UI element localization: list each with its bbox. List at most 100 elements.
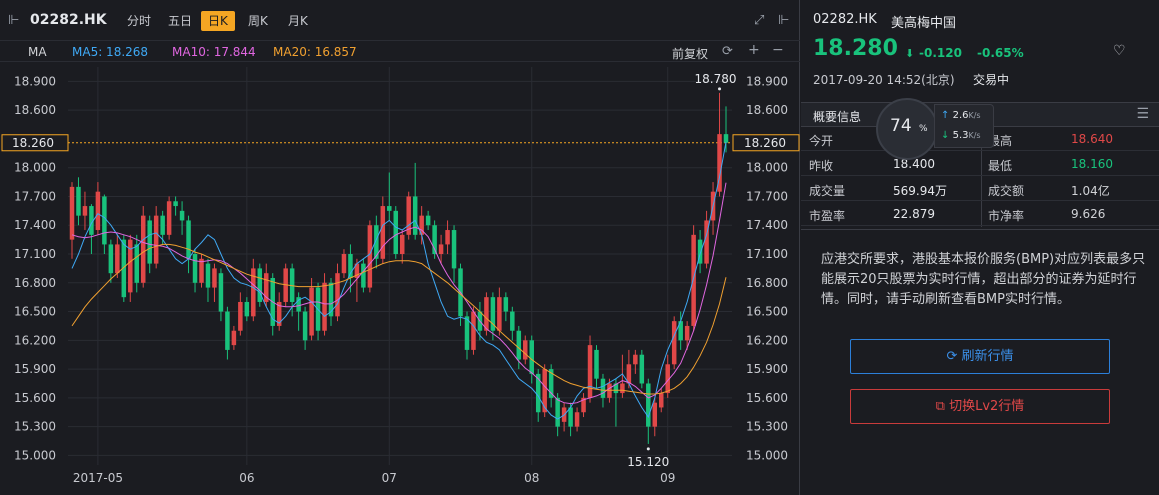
candle-body xyxy=(432,225,437,255)
candle-body xyxy=(173,201,178,207)
zoom-in-icon[interactable]: + xyxy=(748,42,760,58)
candle-body xyxy=(503,297,509,312)
overview-label: 昨收 xyxy=(809,159,834,173)
candlestick-chart[interactable]: 18.900 18.900 18.600 18.600 18.000 18.000 17.7… xyxy=(0,62,800,495)
quote-symbol: 02282.HK xyxy=(813,12,877,27)
collapse-panel-icon[interactable]: ⊩ xyxy=(8,13,20,28)
candle-body xyxy=(568,407,573,427)
candle-body xyxy=(639,354,645,384)
candle-body xyxy=(613,383,619,394)
overview-label: 最低 xyxy=(988,159,1013,173)
candle-body xyxy=(704,220,709,264)
price-change: -0.120 xyxy=(919,46,962,60)
tab-monthly-k[interactable]: 月K xyxy=(288,14,308,28)
candle-body xyxy=(89,206,94,235)
tab-five-day[interactable]: 五日 xyxy=(168,14,193,28)
refresh-quote-button[interactable]: ⟳ 刷新行情 xyxy=(850,339,1110,374)
candle-body xyxy=(723,134,729,143)
candle-body xyxy=(658,393,664,408)
tab-daily-k[interactable]: 日K xyxy=(201,11,235,31)
y-tick-label-right: 16.500 xyxy=(746,305,788,319)
candle-body xyxy=(335,273,340,317)
candle-body xyxy=(684,325,690,341)
fullscreen-icon[interactable]: ⤢ xyxy=(754,13,765,28)
ma-line-ma5 xyxy=(71,141,727,420)
y-tick-label-right: 15.600 xyxy=(746,391,788,405)
candle-body xyxy=(464,316,470,350)
candle-body xyxy=(348,254,353,278)
candle-body xyxy=(652,402,658,427)
y-tick-label-left: 15.600 xyxy=(14,391,56,405)
up-arrow-icon: ↑ xyxy=(941,110,950,121)
candle-body xyxy=(231,330,237,346)
ma-line-ma20 xyxy=(71,243,727,395)
candle-body xyxy=(322,282,327,331)
candle-body xyxy=(717,134,722,192)
tab-intraday[interactable]: 分时 xyxy=(127,14,152,28)
upload-speed: ↑ 2.6K/s xyxy=(941,110,981,121)
overview-value: 18.640 xyxy=(1071,132,1113,146)
y-tick-label-left: 17.100 xyxy=(14,247,56,261)
candle-body xyxy=(134,244,140,283)
switch-lv2-button[interactable]: ⧉ 切换Lv2行情 xyxy=(850,389,1110,424)
refresh-quote-label: 刷新行情 xyxy=(961,349,1014,364)
ma20-value: MA20: 16.857 xyxy=(273,45,357,59)
candle-body xyxy=(199,258,204,283)
y-tick-label-left: 18.000 xyxy=(14,161,56,175)
y-tick-label-left: 16.200 xyxy=(14,333,56,347)
overview-row: 成交量 569.94万 成交额 1.04亿 xyxy=(801,177,1159,201)
high-marker xyxy=(718,87,722,91)
menu-icon[interactable]: ☰ xyxy=(1136,106,1149,122)
candle-body xyxy=(289,268,295,302)
section-divider xyxy=(801,229,1159,230)
candle-body xyxy=(218,273,224,312)
y-tick-label-right: 18.000 xyxy=(746,161,788,175)
candle-body xyxy=(581,397,586,413)
ma-legend: MA MA5: 18.268 MA10: 17.844 MA20: 16.857… xyxy=(0,40,800,62)
candle-body xyxy=(264,273,269,302)
tab-weekly-k[interactable]: 周K xyxy=(248,14,268,28)
network-speed: ↑ 2.6K/s ↓ 5.3K/s xyxy=(934,104,994,148)
candle-body xyxy=(108,244,114,274)
candle-body xyxy=(302,311,308,341)
candle-body xyxy=(192,254,198,283)
favorite-heart-icon[interactable]: ♡ xyxy=(1113,43,1126,59)
candle-body xyxy=(471,311,476,350)
switch-lv2-label: 切换Lv2行情 xyxy=(949,399,1025,414)
refresh-icon[interactable]: ⟳ xyxy=(722,44,733,59)
candle-body xyxy=(140,215,146,283)
y-tick-label-left: 18.600 xyxy=(14,103,56,117)
grid-divider xyxy=(981,127,982,227)
candle-body xyxy=(251,268,256,317)
candle-body xyxy=(205,263,211,288)
x-tick-label: 07 xyxy=(382,471,397,485)
candle-body xyxy=(510,311,515,331)
y-tick-label-right: 18.900 xyxy=(746,74,788,88)
low-marker xyxy=(646,447,650,451)
bmp-notice: 应港交所要求，港股基本报价服务(BMP)对应列表最多只能展示20只股票为实时行情… xyxy=(821,252,1146,307)
expand-panel-icon[interactable]: ⊩ xyxy=(778,13,790,28)
candle-body xyxy=(574,412,580,427)
ma10-value: MA10: 17.844 xyxy=(172,45,256,59)
current-price-box-right xyxy=(732,134,800,152)
chart-svg: 18.900 18.900 18.600 18.600 18.000 18.000 17.7… xyxy=(1,67,800,485)
candle-body xyxy=(128,239,133,293)
candle-body xyxy=(497,297,502,331)
candle-body xyxy=(438,244,444,255)
candle-body xyxy=(555,397,560,427)
candle-body xyxy=(633,354,638,365)
candle-body xyxy=(445,230,450,245)
adjust-mode[interactable]: 前复权 xyxy=(672,47,709,61)
overview-label: 成交额 xyxy=(988,184,1025,198)
y-tick-label-left: 17.400 xyxy=(14,218,56,232)
zoom-out-icon[interactable]: − xyxy=(772,42,784,58)
chart-toolbar: ⊩ 02282.HK 分时 五日 日K 周K 月K ⤢ ⊩ xyxy=(0,0,800,40)
overview-row: 昨收 18.400 最低 18.160 xyxy=(801,152,1159,176)
y-tick-label-right: 15.000 xyxy=(746,448,788,462)
candle-body xyxy=(186,220,191,259)
network-gauge: 74 % xyxy=(876,98,938,160)
y-tick-label-right: 15.900 xyxy=(746,362,788,376)
ma-line-ma10 xyxy=(71,182,727,405)
overview-row: 今开 最高 18.640 xyxy=(801,127,1159,151)
candle-body xyxy=(361,263,366,288)
